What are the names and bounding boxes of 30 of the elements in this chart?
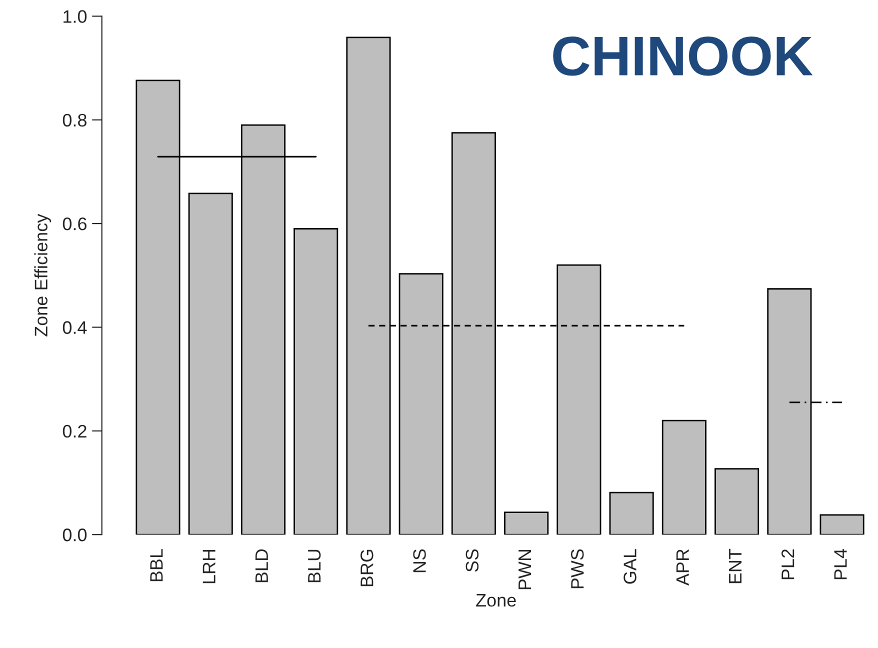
bar (662, 420, 706, 535)
bar (504, 512, 549, 535)
bar (820, 514, 864, 535)
x-tick-label: BRG (360, 550, 374, 586)
x-tick-label: PWN (518, 550, 531, 590)
bar (294, 228, 338, 535)
x-tick-label: LRH (202, 550, 216, 584)
x-tick-label: APR (676, 549, 689, 586)
y-tick-label: 0.6 (62, 217, 86, 230)
x-tick-label: PL2 (781, 549, 794, 580)
x-tick-label: PWS (571, 549, 584, 588)
y-tick-label: 0.8 (62, 114, 86, 127)
x-axis-title: Zone (476, 594, 516, 607)
y-axis-title: Zone Efficiency (34, 214, 52, 336)
bar (188, 192, 233, 535)
y-tick-label: 1.0 (64, 10, 87, 23)
x-tick-label: PL4 (834, 549, 847, 580)
x-tick-label: ENT (729, 548, 742, 584)
x-tick-label: BBL (150, 549, 163, 582)
y-tick-label: 0.2 (62, 424, 86, 438)
bar (714, 468, 760, 535)
y-tick-label: 0.4 (62, 321, 87, 334)
bar (609, 492, 654, 535)
x-tick-label: GAL (624, 549, 636, 584)
x-tick-label: SS (466, 549, 479, 572)
chart-title: CHINOOK (553, 36, 813, 76)
x-tick-label: NS (413, 549, 426, 572)
x-tick-label: BLD (255, 549, 268, 582)
y-tick-label: 0.0 (62, 528, 87, 542)
x-tick-label: BLU (308, 550, 321, 582)
